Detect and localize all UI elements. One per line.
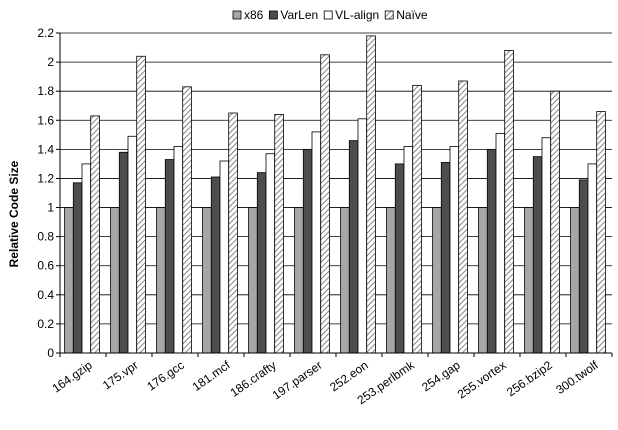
bar-x86-253-perlbmk <box>386 207 396 354</box>
bar-vl-align-256-bzip2 <box>541 137 552 354</box>
x-tick-label: 256.bzip2 <box>504 358 555 400</box>
y-tick-label: 1.6 <box>37 113 54 127</box>
bar-x86-300-twolf <box>570 207 580 354</box>
bar-varlen-181-mcf <box>210 176 221 354</box>
legend-swatch <box>232 10 242 20</box>
y-tick-label: 0.6 <box>37 259 54 273</box>
x-tick-label: 176.gcc <box>144 358 186 394</box>
bar-vl-align-254-gap <box>449 146 460 354</box>
x-tick-label: 197.parser <box>270 358 325 402</box>
legend-label: Naïve <box>396 8 428 22</box>
bar-na-ve-253-perlbmk <box>412 84 422 354</box>
bar-varlen-252-eon <box>348 140 359 354</box>
bar-na-ve-300-twolf <box>596 111 606 354</box>
bar-vl-align-164-gzip <box>81 163 92 354</box>
bar-na-ve-164-gzip <box>90 115 100 354</box>
bar-x86-254-gap <box>432 207 442 354</box>
bar-varlen-300-twolf <box>578 179 589 354</box>
legend: x86 VarLen VL-align Naïve <box>232 8 428 22</box>
bar-na-ve-186-crafty <box>274 114 284 354</box>
bar-varlen-176-gcc <box>164 159 175 354</box>
y-tick-label: 1.2 <box>37 171 54 185</box>
bar-varlen-197-parser <box>302 148 313 354</box>
y-tick-label: 0.8 <box>37 230 54 244</box>
legend-swatch <box>268 10 278 20</box>
y-axis-title: Relative Code Size <box>7 160 21 267</box>
bar-vl-align-252-eon <box>357 118 368 354</box>
bar-varlen-254-gap <box>440 162 451 354</box>
bar-x86-186-crafty <box>248 207 258 354</box>
y-tick-label: 2.2 <box>37 26 54 40</box>
bar-na-ve-255-vortex <box>504 50 514 354</box>
bar-x86-175-vpr <box>110 207 120 354</box>
legend-swatch <box>384 10 394 20</box>
y-tick-label: 2 <box>47 55 54 69</box>
bar-vl-align-176-gcc <box>173 146 184 354</box>
bar-varlen-256-bzip2 <box>532 156 543 354</box>
bar-vl-align-181-mcf <box>219 160 230 354</box>
legend-label: x86 <box>244 8 264 22</box>
bar-vl-align-255-vortex <box>495 132 506 354</box>
bar-na-ve-252-eon <box>366 35 376 354</box>
bar-x86-255-vortex <box>478 207 488 354</box>
bar-na-ve-256-bzip2 <box>550 90 560 354</box>
y-tick-label: 1 <box>47 201 54 215</box>
legend-label: VarLen <box>280 8 318 22</box>
x-tick-labels: 164.gzip 175.vpr 176.gcc 181.mcf186.crafty1… <box>50 353 613 407</box>
bar-x86-181-mcf <box>202 207 212 354</box>
x-tick-label: 175.vpr <box>100 358 141 392</box>
bars <box>64 35 606 354</box>
bar-x86-197-parser <box>294 207 304 354</box>
bar-na-ve-175-vpr <box>136 55 146 354</box>
bar-x86-164-gzip <box>64 207 74 354</box>
bar-vl-align-186-crafty <box>265 153 276 354</box>
y-tick-label: 0 <box>47 346 54 360</box>
bar-na-ve-197-parser <box>320 54 330 354</box>
y-tick-label: 1.4 <box>37 142 54 156</box>
bar-varlen-164-gzip <box>72 182 83 354</box>
x-tick-label: 300.twolf <box>553 358 601 397</box>
bar-varlen-175-vpr <box>118 151 129 354</box>
legend-swatch <box>323 10 333 20</box>
bar-na-ve-254-gap <box>458 80 468 354</box>
bar-x86-256-bzip2 <box>524 207 534 354</box>
bar-vl-align-300-twolf <box>587 163 598 354</box>
bar-vl-align-253-perlbmk <box>403 146 414 354</box>
y-tick-labels: 0 0.2 0.4 0.6 0.8 1 1.2 1.4 1.6 1.8 2 2.2 <box>37 26 60 360</box>
bar-vl-align-197-parser <box>311 131 322 354</box>
bar-na-ve-176-gcc <box>182 86 192 354</box>
grid <box>60 32 612 325</box>
bar-varlen-186-crafty <box>256 172 267 354</box>
y-tick-label: 0.2 <box>37 317 54 331</box>
bar-x86-176-gcc <box>156 207 166 354</box>
x-tick-label: 255.vortex <box>455 358 509 402</box>
bar-vl-align-175-vpr <box>127 135 138 354</box>
y-tick-label: 1.8 <box>37 84 54 98</box>
bar-x86-252-eon <box>340 207 350 354</box>
bar-varlen-255-vortex <box>486 148 497 354</box>
bar-varlen-253-perlbmk <box>394 163 405 354</box>
x-tick-label: 164.gzip <box>50 358 95 396</box>
legend-label: VL-align <box>335 8 379 22</box>
bar-na-ve-181-mcf <box>228 112 238 354</box>
y-tick-label: 0.4 <box>37 288 54 302</box>
